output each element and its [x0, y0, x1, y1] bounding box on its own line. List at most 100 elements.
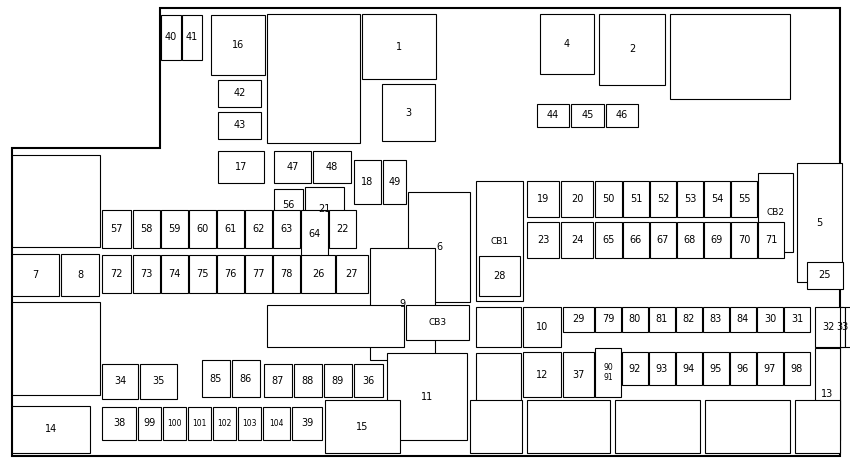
Bar: [815, 307, 843, 347]
Bar: [273, 210, 300, 248]
Text: CB3: CB3: [428, 318, 446, 327]
Text: 75: 75: [196, 269, 209, 279]
Bar: [325, 400, 400, 453]
Bar: [217, 255, 244, 293]
Bar: [408, 192, 470, 302]
Text: 70: 70: [738, 235, 751, 245]
Text: 51: 51: [630, 194, 643, 204]
Text: 71: 71: [765, 235, 777, 245]
Bar: [606, 104, 638, 127]
Bar: [527, 400, 610, 453]
Bar: [649, 352, 675, 385]
Text: 45: 45: [581, 110, 593, 121]
Text: 13: 13: [821, 389, 834, 399]
Bar: [757, 307, 783, 332]
Bar: [232, 360, 260, 397]
Text: 10: 10: [536, 322, 548, 332]
Text: 50: 50: [603, 194, 615, 204]
Bar: [599, 14, 665, 85]
Text: 9: 9: [400, 299, 405, 309]
Bar: [217, 210, 244, 248]
Bar: [563, 352, 594, 397]
Bar: [406, 305, 469, 340]
Text: 30: 30: [764, 315, 776, 324]
Bar: [595, 222, 622, 258]
Text: 48: 48: [326, 162, 338, 172]
Text: 82: 82: [683, 315, 695, 324]
Bar: [387, 353, 467, 440]
Bar: [336, 255, 368, 293]
Bar: [313, 151, 351, 183]
Bar: [677, 181, 703, 217]
Bar: [537, 104, 569, 127]
Bar: [161, 210, 188, 248]
Bar: [840, 307, 845, 347]
Bar: [650, 222, 676, 258]
Text: 56: 56: [282, 200, 295, 211]
Bar: [354, 160, 381, 204]
Text: 89: 89: [332, 376, 344, 385]
Text: 14: 14: [45, 425, 57, 434]
Bar: [161, 255, 188, 293]
Bar: [649, 307, 675, 332]
Bar: [795, 400, 840, 453]
Bar: [102, 255, 131, 293]
Bar: [294, 364, 322, 397]
Text: 68: 68: [684, 235, 696, 245]
Text: 90
91: 90 91: [604, 363, 613, 382]
Bar: [12, 302, 100, 395]
Bar: [757, 352, 783, 385]
Text: 74: 74: [168, 269, 181, 279]
Bar: [188, 407, 211, 440]
Text: 92: 92: [629, 363, 641, 374]
Text: 2: 2: [629, 44, 635, 55]
Text: 95: 95: [710, 363, 722, 374]
Text: 59: 59: [168, 224, 181, 234]
Text: 98: 98: [790, 363, 803, 374]
Bar: [301, 255, 335, 293]
Text: 37: 37: [572, 370, 585, 379]
Bar: [479, 256, 520, 296]
Text: 19: 19: [537, 194, 549, 204]
Text: 60: 60: [196, 224, 208, 234]
Bar: [182, 15, 202, 60]
Bar: [703, 352, 729, 385]
Bar: [305, 187, 344, 232]
Text: 49: 49: [388, 177, 400, 187]
Bar: [370, 248, 435, 360]
Text: 4: 4: [564, 39, 570, 49]
Bar: [354, 364, 383, 397]
Text: 76: 76: [224, 269, 236, 279]
Bar: [571, 104, 604, 127]
Bar: [218, 112, 261, 139]
Text: 78: 78: [280, 269, 292, 279]
Text: 17: 17: [235, 162, 247, 172]
Bar: [784, 352, 810, 385]
Bar: [238, 407, 261, 440]
Text: 83: 83: [710, 315, 722, 324]
Text: 69: 69: [711, 235, 723, 245]
Bar: [807, 262, 843, 289]
Text: 64: 64: [309, 229, 320, 239]
Text: 46: 46: [616, 110, 628, 121]
Bar: [273, 255, 300, 293]
Text: 22: 22: [337, 224, 348, 234]
Text: 21: 21: [318, 205, 331, 214]
Text: 28: 28: [493, 271, 506, 281]
Text: 88: 88: [302, 376, 314, 385]
Text: 27: 27: [346, 269, 358, 279]
Bar: [264, 364, 292, 397]
Bar: [815, 348, 840, 440]
Bar: [705, 400, 790, 453]
Bar: [189, 210, 216, 248]
Text: 34: 34: [114, 377, 126, 386]
Bar: [267, 305, 404, 347]
Bar: [274, 151, 311, 183]
Bar: [12, 155, 100, 247]
Bar: [615, 400, 700, 453]
Bar: [623, 222, 649, 258]
Text: 100: 100: [167, 419, 182, 428]
Text: 104: 104: [269, 419, 284, 428]
Bar: [382, 84, 435, 141]
Bar: [245, 255, 272, 293]
